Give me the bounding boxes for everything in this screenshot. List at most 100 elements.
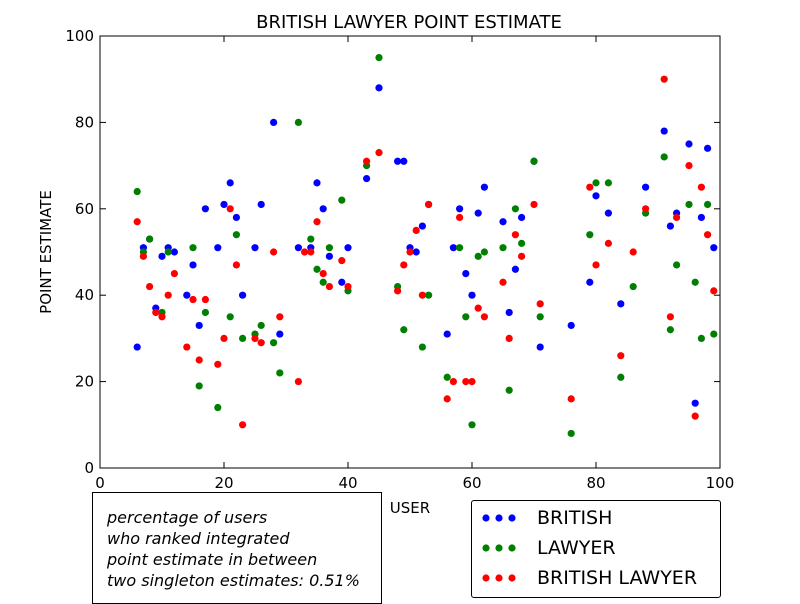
point-british (586, 278, 594, 286)
point-lawyer (586, 231, 594, 239)
point-british-lawyer (499, 278, 507, 286)
point-british (567, 321, 575, 330)
point-british (511, 265, 519, 273)
legend-label: BRITISH (537, 507, 613, 529)
point-lawyer (418, 343, 426, 351)
point-british-lawyer (152, 308, 160, 317)
point-british (214, 244, 222, 252)
point-british-lawyer (146, 282, 154, 291)
point-british (592, 192, 600, 200)
point-british-lawyer (363, 157, 371, 165)
point-british (710, 244, 718, 252)
data-points (133, 54, 718, 438)
point-british (133, 343, 141, 351)
point-british (505, 308, 513, 317)
point-british (226, 179, 234, 187)
point-lawyer (443, 373, 451, 381)
point-british (468, 291, 476, 299)
point-lawyer (276, 369, 284, 377)
point-british-lawyer (406, 248, 414, 256)
point-lawyer (375, 54, 383, 62)
point-british-lawyer (394, 287, 402, 295)
point-british-lawyer (201, 295, 209, 304)
point-british-lawyer (276, 313, 284, 321)
legend-item-lawyer: LAWYER (472, 536, 720, 560)
point-lawyer (232, 231, 240, 239)
point-british-lawyer (400, 261, 408, 269)
point-british (363, 174, 371, 183)
point-lawyer (691, 278, 699, 286)
legend-item-british-lawyer: BRITISH LAWYER (472, 566, 720, 590)
point-lawyer (257, 321, 265, 330)
legend-dot (482, 514, 490, 522)
point-british (201, 205, 209, 213)
legend-marker (482, 574, 516, 582)
point-british (400, 157, 408, 165)
point-british-lawyer (462, 378, 470, 386)
point-lawyer (666, 326, 675, 334)
legend-marker (482, 544, 516, 552)
point-british-lawyer (666, 313, 675, 321)
point-lawyer (604, 179, 613, 187)
point-lawyer (673, 261, 681, 269)
point-british-lawyer (530, 200, 538, 209)
point-lawyer (201, 308, 209, 317)
point-british (642, 183, 650, 191)
point-british-lawyer (456, 213, 464, 222)
x-tick-label: 0 (95, 474, 105, 492)
point-british-lawyer (226, 205, 234, 213)
point-british (394, 157, 402, 165)
point-british (170, 248, 178, 256)
point-lawyer (133, 187, 141, 196)
point-lawyer (536, 313, 544, 321)
point-british-lawyer (673, 213, 681, 222)
legend-dot (482, 544, 490, 552)
point-british-lawyer (418, 291, 426, 299)
point-british-lawyer (474, 304, 482, 312)
x-axis-label: USER (390, 499, 430, 517)
point-british-lawyer (710, 287, 718, 295)
point-lawyer (710, 330, 718, 338)
annotation-line: who ranked integrated (107, 529, 290, 548)
point-british-lawyer (257, 339, 265, 347)
point-lawyer (685, 200, 693, 209)
point-lawyer (474, 252, 482, 260)
point-british (412, 248, 420, 256)
point-british-lawyer (164, 291, 172, 299)
point-british (660, 127, 668, 135)
legend: BRITISH LAWYER BRITISH LAWYER (471, 500, 721, 598)
point-lawyer (425, 291, 433, 299)
legend-dot (508, 544, 516, 552)
point-lawyer (195, 382, 203, 390)
point-british (518, 213, 526, 222)
point-british (251, 244, 259, 252)
point-british (536, 343, 544, 351)
point-lawyer (226, 313, 234, 321)
point-british (704, 144, 712, 152)
point-british-lawyer (592, 261, 600, 269)
point-british (456, 205, 464, 213)
y-tick-label: 20 (75, 373, 94, 391)
point-british (232, 213, 240, 222)
legend-dot (482, 574, 490, 582)
point-british (270, 118, 278, 126)
point-british-lawyer (325, 282, 333, 291)
point-lawyer (456, 244, 464, 252)
x-tick-label: 80 (586, 474, 605, 492)
point-lawyer (617, 373, 625, 381)
point-lawyer (214, 403, 222, 412)
point-british-lawyer (239, 421, 247, 429)
point-british-lawyer (629, 248, 637, 256)
point-british-lawyer (536, 300, 544, 308)
point-british (462, 270, 470, 278)
annotation-box: percentage of users who ranked integrate… (92, 492, 382, 604)
point-lawyer (307, 235, 315, 243)
point-british (257, 200, 265, 209)
point-british-lawyer (338, 257, 346, 265)
x-tick-label: 40 (338, 474, 357, 492)
point-lawyer (270, 339, 278, 347)
x-tick-label: 100 (706, 474, 735, 492)
x-tick-label: 20 (214, 474, 233, 492)
point-british-lawyer (344, 282, 352, 291)
point-british-lawyer (617, 352, 625, 360)
